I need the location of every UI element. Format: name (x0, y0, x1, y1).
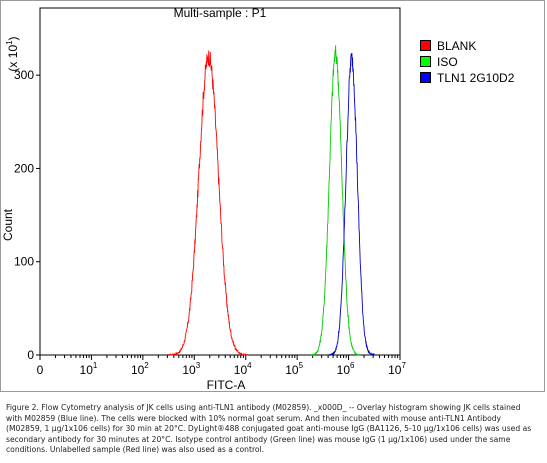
y-tick-label: 300 (14, 68, 34, 82)
plot-area (39, 7, 401, 356)
legend-label-iso: ISO (437, 54, 458, 69)
x-tick-label: 104 (234, 361, 252, 377)
x-tick-label: 103 (182, 361, 200, 377)
y-axis-label: Count (1, 208, 15, 241)
chart-frame (0, 0, 545, 392)
series-line-3 (328, 52, 375, 357)
y-tick-label: 200 (14, 161, 34, 175)
series-line-1 (169, 50, 249, 356)
legend-label-blank: BLANK (437, 38, 477, 53)
flow-cytometry-chart: Multi-sample : P1 Count (x 101) FITC-A 0… (1, 6, 406, 392)
x-tick-label: 105 (285, 361, 303, 377)
legend: BLANK ISO TLN1 2G10D2 (420, 38, 514, 86)
legend-swatch-tln1 (420, 72, 431, 83)
x-tick-label: 106 (337, 361, 355, 377)
x-tick-label: 107 (388, 361, 406, 377)
y-tick-label: 0 (27, 348, 34, 362)
legend-item-blank: BLANK (420, 38, 514, 53)
series-line-2 (310, 45, 361, 356)
x-tick-label: 101 (80, 361, 98, 377)
legend-label-tln1: TLN1 2G10D2 (437, 70, 515, 85)
legend-item-iso: ISO (420, 54, 514, 69)
y-multiplier-label: (x 101) (5, 36, 20, 71)
chart-title: Multi-sample : P1 (174, 6, 267, 20)
legend-swatch-iso (420, 56, 431, 67)
y-tick-label: 100 (14, 255, 34, 269)
x-axis-label: FITC-A (207, 378, 246, 392)
legend-item-tln1: TLN1 2G10D2 (420, 70, 514, 85)
legend-swatch-blank (420, 40, 431, 51)
figure-caption: Figure 2. Flow Cytometry analysis of JK … (6, 403, 532, 455)
x-tick-label: 0 (37, 363, 44, 377)
x-tick-label: 102 (131, 361, 149, 377)
